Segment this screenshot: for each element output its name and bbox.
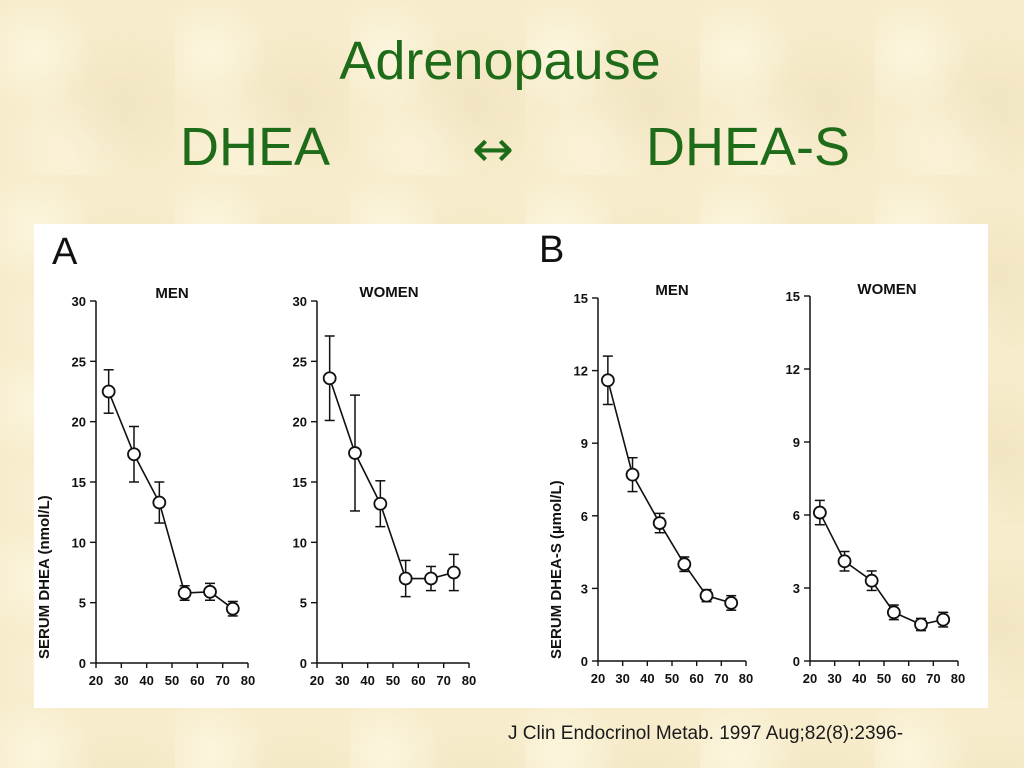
data-point [225, 601, 240, 616]
chart-title: WOMEN [857, 281, 916, 298]
x-tick-label: 70 [436, 673, 450, 688]
series-line [607, 380, 732, 604]
y-tick-label: 10 [293, 535, 307, 550]
y-axis-label: SERUM DHEA (nmol/L) [36, 495, 53, 659]
chart-title: MEN [655, 282, 688, 299]
y-tick-label: 10 [72, 535, 86, 550]
y-tick-label: 6 [581, 509, 588, 524]
chart-title: MEN [155, 285, 188, 302]
x-tick-label: 20 [310, 673, 324, 688]
y-tick-label: 6 [793, 508, 800, 523]
panel-letter: A [52, 231, 78, 273]
x-tick-label: 70 [926, 671, 940, 686]
y-tick-label: 30 [72, 294, 86, 309]
y-tick-label: 0 [793, 654, 800, 669]
x-tick-label: 60 [901, 671, 915, 686]
data-point [914, 617, 928, 632]
data-point [152, 495, 167, 510]
data-point [936, 612, 951, 627]
data-point [625, 467, 640, 482]
x-tick-label: 50 [665, 671, 679, 686]
x-tick-label: 50 [165, 673, 179, 688]
citation: J Clin Endocrinol Metab. 1997 Aug;82(8):… [508, 723, 904, 744]
y-tick-label: 20 [72, 415, 86, 430]
x-tick-label: 70 [714, 671, 728, 686]
y-tick-label: 0 [79, 656, 86, 671]
chart-title: WOMEN [359, 284, 418, 301]
figure-panel: A SERUM DHEA (nmol/L) B SERUM DHEA-S (µmol/… [34, 224, 988, 708]
y-tick-label: 30 [293, 294, 307, 309]
series-line [107, 391, 234, 610]
data-point [203, 584, 217, 599]
subtitle-dhea: DHEA [180, 117, 331, 177]
x-tick-label: 40 [360, 673, 374, 688]
panel-letter: B [539, 229, 564, 271]
y-tick-label: 3 [793, 581, 800, 596]
y-tick-label: 12 [786, 362, 800, 377]
y-tick-label: 25 [293, 354, 307, 369]
x-tick-label: 70 [215, 673, 229, 688]
x-tick-label: 40 [139, 673, 153, 688]
y-tick-label: 0 [300, 656, 307, 671]
y-tick-label: 20 [293, 415, 307, 430]
x-tick-label: 60 [411, 673, 425, 688]
data-point [177, 586, 192, 600]
x-tick-label: 20 [591, 671, 605, 686]
series-line [819, 512, 944, 626]
x-tick-label: 80 [241, 673, 255, 688]
slide-subtitle: DHEA ↔ DHEA-S [0, 116, 1024, 186]
x-tick-label: 50 [386, 673, 400, 688]
subtitle-dhea-s: DHEA-S [646, 117, 851, 177]
data-point [398, 571, 413, 586]
data-point [837, 554, 852, 569]
y-tick-label: 9 [793, 435, 800, 450]
x-tick-label: 80 [462, 673, 476, 688]
y-tick-label: 5 [79, 596, 86, 611]
data-point [724, 596, 739, 610]
x-tick-label: 20 [89, 673, 103, 688]
y-tick-label: 12 [574, 364, 588, 379]
y-tick-label: 9 [581, 436, 588, 451]
y-tick-label: 15 [293, 475, 307, 490]
y-tick-label: 5 [300, 596, 307, 611]
x-tick-label: 60 [190, 673, 204, 688]
x-tick-label: 50 [877, 671, 891, 686]
data-point [886, 605, 901, 620]
bidirectional-arrow-icon: ↔ [472, 120, 514, 178]
series-line [328, 377, 455, 580]
slide-title: Adrenopause [339, 31, 661, 91]
data-point [348, 446, 362, 460]
y-tick-label: 15 [574, 291, 588, 306]
y-tick-label: 25 [72, 354, 86, 369]
data-point [322, 371, 337, 386]
y-tick-label: 15 [786, 289, 800, 304]
x-tick-label: 30 [114, 673, 128, 688]
data-point [127, 447, 141, 462]
y-tick-label: 3 [581, 581, 588, 596]
data-point [699, 588, 714, 603]
data-point [812, 505, 827, 520]
data-point [373, 496, 388, 511]
x-tick-label: 80 [951, 671, 965, 686]
data-point [600, 373, 615, 388]
data-point [864, 573, 879, 588]
charts-svg: A SERUM DHEA (nmol/L) B SERUM DHEA-S (µmol/… [36, 229, 965, 688]
x-tick-label: 40 [852, 671, 866, 686]
y-tick-label: 0 [581, 654, 588, 669]
x-tick-label: 60 [689, 671, 703, 686]
y-axis-label: SERUM DHEA-S (µmol/L) [548, 480, 565, 659]
x-tick-label: 40 [640, 671, 654, 686]
x-tick-label: 30 [827, 671, 841, 686]
data-point [677, 557, 692, 572]
data-point [446, 565, 461, 580]
data-point [424, 571, 438, 586]
x-tick-label: 30 [615, 671, 629, 686]
data-point [101, 384, 116, 399]
data-point [652, 516, 667, 530]
x-tick-label: 30 [335, 673, 349, 688]
x-tick-label: 20 [803, 671, 817, 686]
y-tick-label: 15 [72, 475, 86, 490]
x-tick-label: 80 [739, 671, 753, 686]
